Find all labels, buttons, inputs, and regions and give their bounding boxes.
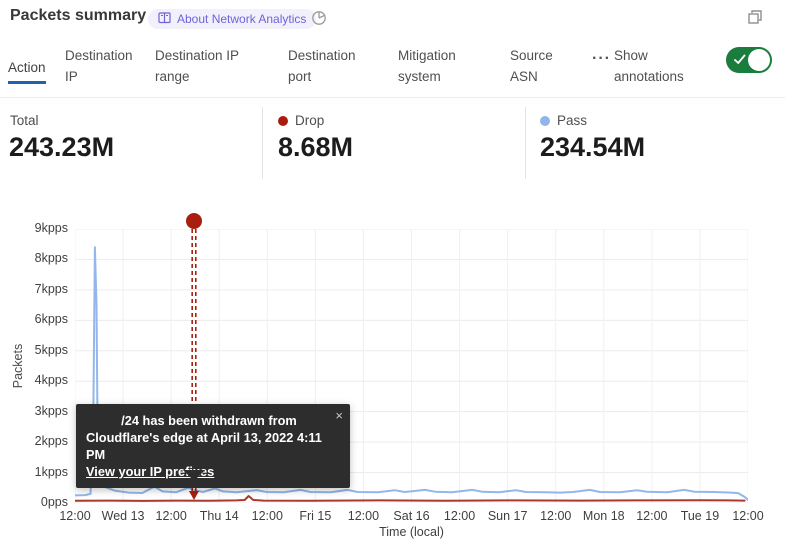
tabs-divider — [0, 97, 785, 98]
x-tick-label: 12:00 — [59, 509, 91, 523]
show-annotations-label: Show annotations — [614, 48, 684, 84]
pass-legend-dot — [540, 115, 550, 126]
x-tick-label: 12:00 — [443, 509, 476, 523]
y-tick-label: 4kpps — [34, 373, 68, 388]
x-tick-label: 12:00 — [347, 509, 380, 523]
x-tick-label: 12:00 — [251, 509, 283, 523]
y-tick-label: 6kpps — [34, 312, 68, 327]
more-tabs-button[interactable]: ··· — [592, 50, 611, 67]
drop-stat-label: Drop — [278, 113, 324, 128]
y-tick-label: 0pps — [40, 495, 68, 509]
toggle-knob — [748, 49, 770, 71]
total-stat-value: 243.23M — [9, 132, 115, 162]
y-tick-label: 1kpps — [34, 464, 68, 479]
tab-action[interactable]: Action — [8, 57, 46, 84]
x-tick-label: Tue 19 — [680, 509, 720, 523]
y-tick-label: 9kpps — [34, 221, 68, 235]
series-pass-line — [75, 246, 748, 501]
show-annotations-toggle[interactable] — [726, 47, 772, 73]
drop-legend-dot — [278, 115, 288, 126]
y-tick-label: 7kpps — [34, 281, 68, 296]
series-drop-line — [75, 495, 746, 502]
tooltip-text-line2: Cloudflare's edge at April 13, 2022 4:11… — [86, 430, 322, 462]
tab-destination-port[interactable]: Destination port — [288, 48, 356, 84]
view-ip-prefixes-link[interactable]: View your IP prefixes — [86, 464, 215, 479]
x-tick-label: Fri 15 — [299, 509, 332, 523]
page-title: Packets summary — [10, 7, 147, 24]
pop-out-icon[interactable] — [747, 9, 763, 25]
tab-mitigation-system[interactable]: Mitigation system — [398, 48, 456, 84]
tooltip-text-line1: /24 has been withdrawn from — [121, 413, 297, 428]
total-stat-label: Total — [10, 113, 39, 128]
annotation-marker-dot[interactable] — [185, 213, 202, 229]
x-tick-label: 12:00 — [540, 509, 572, 523]
x-tick-label: Sat 16 — [393, 509, 430, 523]
time-range-pie-icon[interactable] — [311, 10, 327, 26]
y-tick-label: 5kpps — [34, 342, 68, 357]
tab-destination-ip-range[interactable]: Destination IP range — [155, 48, 239, 84]
y-tick-label: 2kpps — [34, 434, 68, 449]
stat-divider — [525, 107, 526, 179]
tab-source-asn[interactable]: Source ASN — [510, 48, 553, 84]
x-tick-label: 12:00 — [636, 509, 668, 523]
tab-destination-ip[interactable]: Destination IP — [65, 48, 133, 84]
book-icon — [158, 11, 172, 27]
drop-stat-value: 8.68M — [278, 132, 354, 162]
pass-stat-value: 234.54M — [540, 132, 646, 162]
tooltip-caret — [183, 470, 205, 481]
x-axis-title: Time (local) — [379, 525, 444, 539]
x-tick-label: Sun 17 — [487, 509, 528, 523]
badge-label: About Network Analytics — [177, 12, 307, 26]
tooltip-close-icon[interactable]: × — [335, 408, 343, 423]
x-tick-label: Wed 13 — [101, 509, 145, 523]
x-tick-label: Thu 14 — [199, 509, 239, 523]
about-network-analytics-badge[interactable]: About Network Analytics — [148, 9, 317, 29]
x-tick-label: Mon 18 — [582, 509, 625, 523]
pass-stat-label: Pass — [540, 113, 587, 128]
x-tick-label: 12:00 — [155, 509, 187, 523]
annotation-tooltip: × /24 has been withdrawn from Cloudflare… — [76, 404, 350, 488]
y-tick-label: 3kpps — [34, 403, 68, 418]
check-icon — [734, 54, 746, 64]
stat-divider — [262, 107, 263, 179]
y-tick-label: 8kpps — [34, 251, 68, 266]
x-tick-label: 12:00 — [732, 509, 764, 523]
